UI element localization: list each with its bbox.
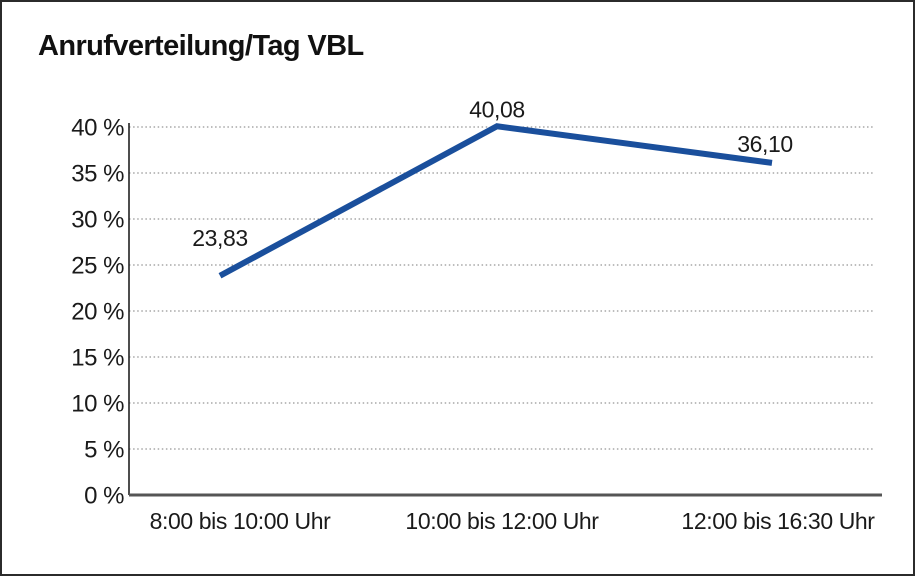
y-tick-label: 20 % xyxy=(71,298,124,325)
y-axis-tick-labels: 0 % 5 % 10 % 15 % 20 % 25 % 30 % 35 % 40 % xyxy=(71,114,124,509)
gridlines xyxy=(129,126,875,450)
y-tick-label: 5 % xyxy=(84,436,124,463)
y-tick-label: 10 % xyxy=(71,390,124,417)
y-tick-label: 25 % xyxy=(71,252,124,279)
x-category-label: 12:00 bis 16:30 Uhr xyxy=(681,508,875,534)
y-tick-label: 15 % xyxy=(71,344,124,371)
axes xyxy=(128,123,882,497)
x-category-label: 10:00 bis 12:00 Uhr xyxy=(405,508,599,534)
y-tick-label: 40 % xyxy=(71,114,124,141)
data-point-labels: 23,83 40,08 36,10 xyxy=(192,96,793,251)
data-point-label: 36,10 xyxy=(737,131,793,157)
x-axis-category-labels: 8:00 bis 10:00 Uhr 10:00 bis 12:00 Uhr 12:… xyxy=(150,508,876,534)
data-point-label: 40,08 xyxy=(469,96,525,122)
data-line xyxy=(218,123,773,279)
data-point-label: 23,83 xyxy=(192,225,248,251)
chart-title: Anrufverteilung/Tag VBL xyxy=(38,30,364,62)
y-tick-label: 0 % xyxy=(84,482,124,509)
y-tick-label: 35 % xyxy=(71,160,124,187)
x-category-label: 8:00 bis 10:00 Uhr xyxy=(150,508,331,534)
y-tick-label: 30 % xyxy=(71,206,124,233)
